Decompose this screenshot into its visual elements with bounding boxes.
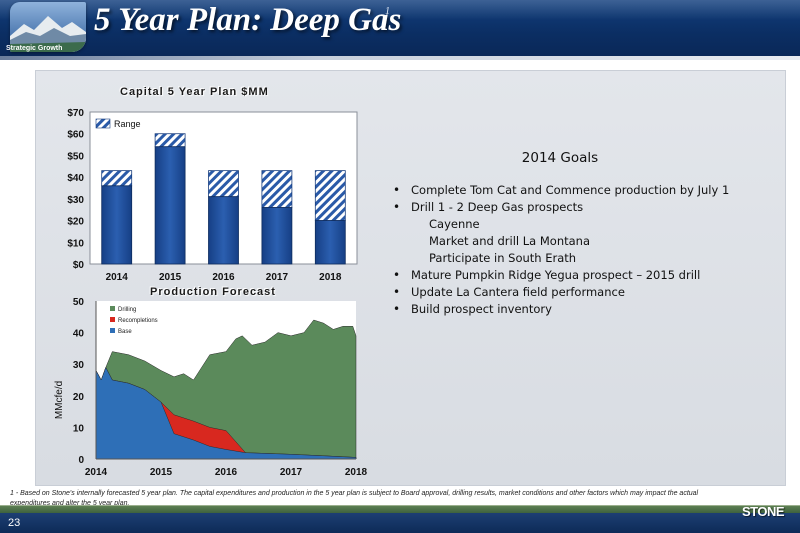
capital-x-tick-label: 2015 <box>159 272 182 283</box>
page-title: 5 Year Plan: Deep Gas <box>94 2 402 38</box>
bullet-icon: • <box>393 183 401 197</box>
capital-y-tick-label: $60 <box>67 130 84 141</box>
title-footnote-marker: 1 <box>385 6 390 17</box>
goal-subitem: Market and drill La Montana <box>393 233 783 250</box>
goal-text: Build prospect inventory <box>411 302 552 316</box>
range-bar <box>314 170 346 221</box>
goal-item: • Update La Cantera field performance <box>393 284 783 301</box>
range-legend-label: Range <box>114 119 141 129</box>
goal-text: Drill 1 - 2 Deep Gas prospects <box>411 200 584 214</box>
footer-bar <box>0 513 800 533</box>
range-bar <box>101 170 133 187</box>
footnote: 1 - Based on Stone's internally forecast… <box>10 490 699 507</box>
base-bar <box>261 207 293 265</box>
capital-y-tick-label: $50 <box>67 151 84 162</box>
goal-item: • Complete Tom Cat and Commence productio… <box>393 182 783 199</box>
page-number: 23 <box>8 517 21 529</box>
goal-subitem: Participate in South Erath <box>393 250 783 267</box>
goal-text: Cayenne <box>429 217 480 231</box>
capital-x-tick-label: 2017 <box>266 272 289 283</box>
production-chart-title: Production Forecast <box>150 286 276 298</box>
base-bar <box>208 196 239 265</box>
bullet-icon: • <box>393 200 401 214</box>
base-bar <box>154 146 186 265</box>
header-shine <box>0 0 800 20</box>
capital-y-tick-label: $0 <box>73 260 85 271</box>
base-bar <box>101 185 133 265</box>
goal-item: • Build prospect inventory <box>393 301 783 318</box>
base-bar <box>314 220 346 265</box>
goal-item: • Mature Pumpkin Ridge Yegua prospect – 2… <box>393 267 783 284</box>
range-legend-swatch <box>95 118 111 129</box>
stone-logo: STONE <box>742 504 785 519</box>
capital-x-tick-label: 2014 <box>106 272 129 283</box>
bullet-icon: • <box>393 285 401 299</box>
section-subtitle: Strategic Growth <box>6 45 63 52</box>
bullet-icon: • <box>393 302 401 316</box>
bullet-icon: • <box>393 268 401 282</box>
capital-y-tick-label: $10 <box>67 238 84 249</box>
goal-text: Market and drill La Montana <box>429 234 590 248</box>
capital-x-tick-label: 2018 <box>319 272 342 283</box>
goal-text: Complete Tom Cat and Commence production… <box>411 183 730 197</box>
goals-list: • Complete Tom Cat and Commence productio… <box>393 182 783 318</box>
capital-y-tick-label: $30 <box>67 195 84 206</box>
range-bar <box>154 133 186 148</box>
goal-subitem: Cayenne <box>393 216 783 233</box>
capital-y-tick-label: $20 <box>67 217 84 228</box>
header-bar <box>0 0 800 56</box>
landscape-logo-icon <box>10 2 86 52</box>
capital-chart-title: Capital 5 Year Plan $MM <box>120 86 269 98</box>
goal-text: Mature Pumpkin Ridge Yegua prospect – 20… <box>411 268 701 282</box>
goals-title: 2014 Goals <box>521 150 599 166</box>
capital-x-tick-label: 2016 <box>212 272 235 283</box>
goal-text: Participate in South Erath <box>429 251 577 265</box>
goal-text: Update La Cantera field performance <box>411 285 625 299</box>
capital-y-tick-label: $40 <box>67 173 84 184</box>
header-rule <box>0 56 800 60</box>
goal-item: • Drill 1 - 2 Deep Gas prospects <box>393 199 783 216</box>
range-bar <box>261 170 293 208</box>
capital-y-tick-label: $70 <box>67 108 84 119</box>
range-bar <box>208 170 239 198</box>
